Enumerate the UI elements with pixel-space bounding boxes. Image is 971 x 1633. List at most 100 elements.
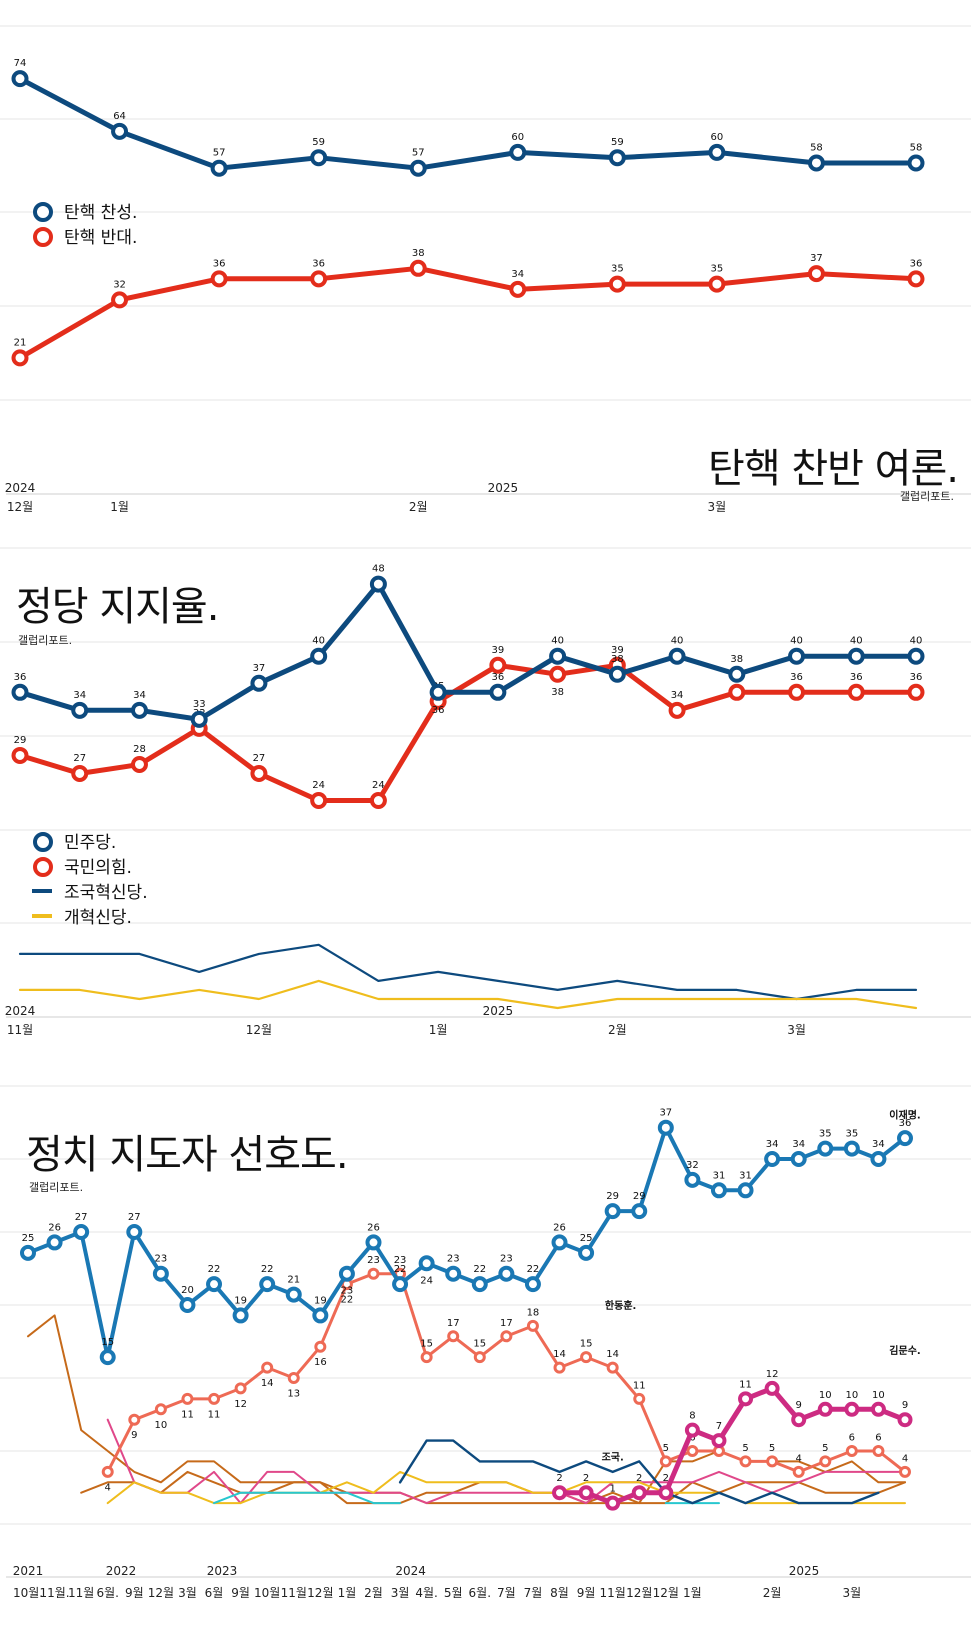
x-tick-label: 8월 xyxy=(550,1586,569,1600)
data-label: 19 xyxy=(314,1295,327,1306)
data-label: 39 xyxy=(491,645,504,656)
source-impeachment: 갤럽리포트. xyxy=(899,490,954,503)
data-point xyxy=(807,265,825,283)
data-point xyxy=(847,683,865,701)
series-name-label: 한동훈. xyxy=(605,1299,636,1312)
x-tick-label: 1월 xyxy=(429,1023,448,1037)
data-point xyxy=(739,1455,752,1468)
data-label: 1 xyxy=(346,0,349,1)
data-point xyxy=(788,647,806,665)
data-label: 2 xyxy=(795,0,798,1)
series-line xyxy=(17,581,919,722)
data-label: 3 xyxy=(319,0,322,1)
series-line xyxy=(106,1470,906,1505)
data-label: 6 xyxy=(689,1433,695,1444)
series-line xyxy=(106,1272,907,1474)
data-label: 3 xyxy=(319,0,322,1)
data-label: 5 xyxy=(186,0,189,1)
data-label: 34 xyxy=(511,269,524,280)
data-label: 1 xyxy=(399,0,402,1)
data-label: 1 xyxy=(585,0,588,1)
data-label: 13 xyxy=(287,1389,300,1400)
legend-label: 탄핵 반대. xyxy=(64,228,138,248)
chart-title-impeachment: 탄핵 찬반 여론. xyxy=(708,446,959,492)
data-label: 22 xyxy=(473,1264,486,1275)
data-label: 21 xyxy=(14,337,27,348)
data-label: 59 xyxy=(312,137,325,148)
data-label: 3 xyxy=(479,0,482,1)
source-party: 갤럽리포트. xyxy=(18,634,73,647)
x-year-label: 2024 xyxy=(395,1564,426,1578)
x-tick-label: 1월 xyxy=(338,1586,357,1600)
series-name-label: 조국. xyxy=(602,1451,624,1463)
x-tick-label: 11월 xyxy=(281,1586,307,1600)
x-tick-label: 5월 xyxy=(444,1586,463,1600)
legend-item-reform: 개혁신당. xyxy=(30,903,148,928)
data-label: 3 xyxy=(213,0,216,1)
data-point xyxy=(20,1244,36,1261)
data-point xyxy=(847,647,865,665)
data-label: 4 xyxy=(186,0,189,1)
data-label: 9 xyxy=(131,1430,137,1441)
data-point xyxy=(764,1380,780,1396)
data-label: 1 xyxy=(585,0,588,1)
data-label: 7 xyxy=(19,0,22,1)
data-label: 3 xyxy=(638,0,641,1)
data-label: 1 xyxy=(851,0,854,1)
x-tick-label: 10월 xyxy=(254,1586,280,1600)
data-label: 15 xyxy=(473,1339,486,1350)
data-label: 27 xyxy=(73,753,86,764)
data-label: 14 xyxy=(261,1378,274,1389)
legend-ring-red-icon xyxy=(30,226,56,247)
data-label: 3 xyxy=(676,0,679,1)
data-label: 4 xyxy=(266,0,269,1)
data-label: 2 xyxy=(558,0,561,1)
data-point xyxy=(605,1495,621,1511)
x-tick-label: 3월 xyxy=(843,1586,862,1600)
series-line xyxy=(18,979,918,1010)
data-point xyxy=(526,1319,539,1332)
data-label: 2 xyxy=(532,0,535,1)
data-point xyxy=(509,280,527,298)
data-point xyxy=(817,1401,833,1417)
data-label: 11 xyxy=(739,1379,752,1390)
data-label: 2 xyxy=(292,0,295,1)
x-tick-label: 2월 xyxy=(364,1586,383,1600)
data-label: 2 xyxy=(258,0,261,1)
data-label: 3 xyxy=(505,0,508,1)
data-point xyxy=(250,764,268,782)
data-label: 3 xyxy=(915,0,918,1)
data-label: 4 xyxy=(497,0,500,1)
data-label: 4 xyxy=(904,0,907,1)
data-point xyxy=(792,1465,805,1478)
data-label: 3 xyxy=(611,0,614,1)
data-label: 3 xyxy=(106,0,109,1)
data-label: 15 xyxy=(420,1339,433,1350)
data-point xyxy=(210,159,228,177)
series-name-label: 김문수. xyxy=(889,1345,920,1357)
data-label: 34 xyxy=(73,690,86,701)
data-point xyxy=(179,1297,196,1313)
x-tick-label: 7월 xyxy=(497,1586,516,1600)
data-point xyxy=(631,1485,647,1501)
data-label: 2 xyxy=(718,0,721,1)
data-point xyxy=(897,1412,913,1428)
data-label: 59 xyxy=(611,137,624,148)
x-tick-label: 11월 xyxy=(7,1023,33,1037)
data-label: 1 xyxy=(585,0,588,1)
data-point xyxy=(429,683,447,701)
x-tick-label: 1월 xyxy=(110,500,129,514)
data-label: 2 xyxy=(877,0,880,1)
data-point xyxy=(285,1286,302,1303)
data-point xyxy=(101,1465,114,1478)
data-label: 14 xyxy=(606,1349,619,1360)
data-label: 48 xyxy=(372,564,385,575)
data-label: 36 xyxy=(910,672,923,683)
data-point xyxy=(668,647,686,665)
data-point xyxy=(549,647,567,665)
data-label: 37 xyxy=(253,663,266,674)
data-label: 3 xyxy=(877,0,880,1)
data-label: 38 xyxy=(412,248,425,259)
data-label: 2 xyxy=(718,0,721,1)
data-label: 3 xyxy=(691,0,694,1)
